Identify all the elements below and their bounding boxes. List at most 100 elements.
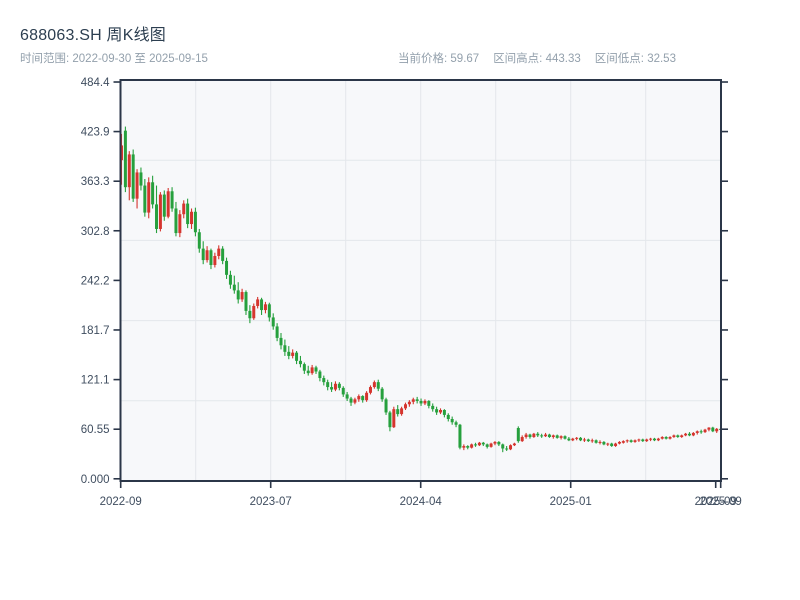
y-axis-tick-label: 302.8 — [81, 226, 110, 238]
candle-body — [345, 394, 349, 399]
y-axis-tick-label: 423.9 — [81, 127, 110, 139]
candle-body — [271, 317, 275, 327]
candle-body — [193, 211, 197, 233]
candle-body — [295, 352, 299, 361]
candle-body — [318, 371, 322, 379]
candle-body — [170, 191, 174, 209]
candle-body — [357, 396, 361, 400]
candle-body — [190, 211, 194, 225]
candle-body — [481, 442, 485, 445]
candle-body — [676, 435, 680, 438]
y-axis-tick-label: 121.1 — [81, 375, 110, 387]
candle-body — [602, 441, 606, 445]
candle-body — [256, 299, 260, 306]
y-axis-tick-label: 242.2 — [81, 275, 110, 287]
candle-body — [509, 445, 513, 450]
candle-body — [291, 352, 295, 356]
candle-body — [333, 383, 337, 390]
candle-body — [563, 436, 567, 439]
candle-body — [668, 437, 672, 439]
candle-body — [571, 438, 575, 441]
time-range-label: 时间范围: 2022-09-30 至 2025-09-15 — [20, 53, 208, 65]
candle-body — [590, 440, 594, 442]
candle-body — [703, 429, 707, 433]
candle-body — [326, 382, 330, 388]
candle-body — [614, 443, 618, 447]
candle-body — [621, 441, 625, 443]
candle-body — [217, 248, 221, 256]
x-axis-tick-label: 2025-09 — [700, 496, 742, 508]
candle-body — [147, 182, 151, 213]
y-axis-tick-label: 60.55 — [81, 424, 110, 436]
candle-body — [528, 434, 532, 438]
candle-body — [252, 305, 256, 319]
candle-body — [664, 437, 668, 439]
candle-body — [579, 437, 583, 441]
candle-body — [641, 439, 645, 442]
candle-body — [415, 399, 419, 401]
candle-body — [182, 203, 186, 215]
candle-body — [505, 448, 509, 450]
candle-body — [474, 444, 478, 446]
x-axis-tick-label: 2023-07 — [250, 496, 292, 508]
candle-body — [201, 248, 205, 261]
candle-body — [392, 409, 396, 428]
candle-body — [477, 442, 481, 446]
candle-body — [162, 194, 166, 217]
candle-body — [711, 427, 715, 432]
y-axis-tick-label: 181.7 — [81, 325, 110, 337]
candle-body — [645, 439, 649, 442]
candle-body — [423, 400, 427, 404]
candle-body — [586, 439, 590, 442]
candle-body — [267, 304, 271, 318]
candle-body — [582, 439, 586, 441]
x-axis-tick-label: 2025-01 — [550, 496, 592, 508]
candle-body — [263, 304, 267, 311]
candle-body — [155, 204, 159, 229]
candle-body — [435, 409, 439, 413]
candle-body — [625, 440, 629, 442]
y-axis-tick-label: 363.3 — [81, 176, 110, 188]
candle-body — [283, 345, 287, 352]
candle-body — [637, 439, 641, 441]
candle-body — [629, 440, 633, 442]
candle-body — [442, 409, 446, 415]
candle-body — [353, 399, 357, 403]
candle-body — [341, 387, 345, 395]
candle-body — [388, 412, 392, 428]
candle-body — [649, 438, 653, 440]
candle-body — [396, 409, 400, 415]
candle-body — [368, 387, 372, 393]
candle-body — [380, 388, 384, 400]
candle-body — [715, 428, 719, 432]
candle-body — [236, 290, 240, 300]
candle-body — [166, 191, 170, 217]
candle-body — [139, 172, 143, 186]
candle-body — [594, 440, 598, 443]
candle-body — [322, 378, 326, 383]
candle-body — [656, 438, 660, 441]
candle-body — [466, 446, 470, 448]
candle-body — [376, 382, 380, 389]
candle-body — [672, 435, 676, 438]
candle-body — [431, 405, 435, 410]
candle-body — [470, 444, 474, 448]
candle-body — [411, 399, 415, 402]
candle-body — [248, 310, 252, 319]
candle-body — [684, 433, 688, 436]
candle-body — [524, 434, 528, 438]
candle-body — [302, 364, 306, 371]
candle-body — [372, 382, 376, 388]
candle-body — [330, 387, 334, 390]
candle-body — [275, 326, 279, 338]
y-axis-tick-label: 484.4 — [81, 77, 110, 89]
candle-body — [314, 367, 318, 372]
candle-body — [298, 360, 302, 365]
x-axis-tick-label: 2024-04 — [400, 496, 443, 508]
candle-body — [547, 434, 551, 438]
candle-body — [652, 438, 656, 441]
candle-body — [232, 284, 236, 291]
candle-body — [384, 399, 388, 413]
candle-body — [485, 444, 489, 447]
candle-body — [143, 185, 147, 213]
